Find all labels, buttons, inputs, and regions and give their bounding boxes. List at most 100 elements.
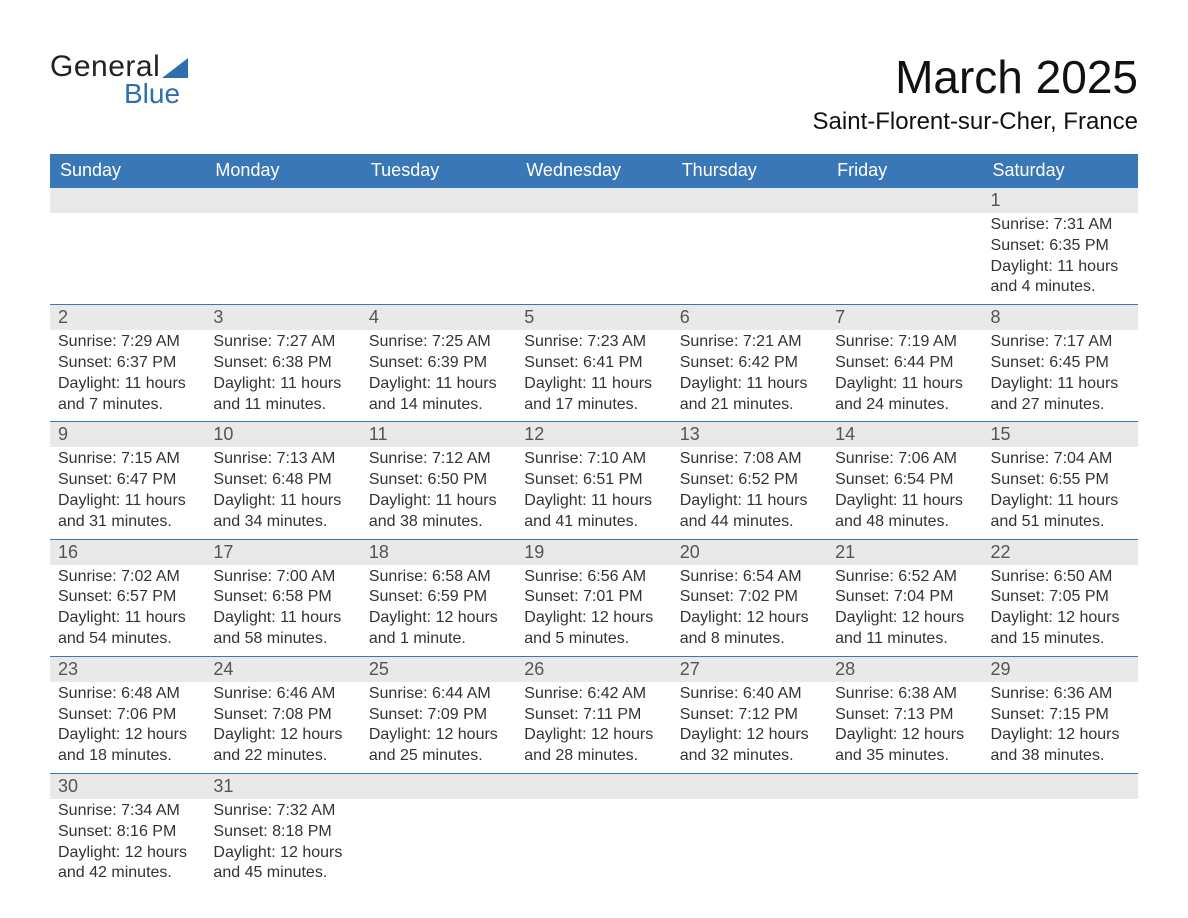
sunrise-line: Sunrise: 7:23 AM — [524, 332, 663, 353]
day-number: 28 — [827, 657, 982, 682]
daylight-line: Daylight: 11 hours and 4 minutes. — [991, 257, 1130, 299]
calendar-cell: 22Sunrise: 6:50 AMSunset: 7:05 PMDayligh… — [983, 539, 1138, 656]
daylight-line: Daylight: 11 hours and 48 minutes. — [835, 491, 974, 533]
weekday-header-row: SundayMondayTuesdayWednesdayThursdayFrid… — [50, 154, 1138, 188]
calendar-cell — [516, 188, 671, 305]
day-number — [205, 188, 360, 213]
calendar-cell: 18Sunrise: 6:58 AMSunset: 6:59 PMDayligh… — [361, 539, 516, 656]
sunset-line: Sunset: 7:02 PM — [680, 587, 819, 608]
day-details: Sunrise: 7:32 AMSunset: 8:18 PMDaylight:… — [205, 799, 360, 890]
calendar-cell: 1Sunrise: 7:31 AMSunset: 6:35 PMDaylight… — [983, 188, 1138, 305]
sunrise-line: Sunrise: 7:04 AM — [991, 449, 1130, 470]
sunset-line: Sunset: 6:50 PM — [369, 470, 508, 491]
calendar-cell: 31Sunrise: 7:32 AMSunset: 8:18 PMDayligh… — [205, 773, 360, 890]
daylight-line: Daylight: 12 hours and 35 minutes. — [835, 725, 974, 767]
calendar-week: 30Sunrise: 7:34 AMSunset: 8:16 PMDayligh… — [50, 773, 1138, 890]
day-details — [827, 799, 982, 869]
daylight-line: Daylight: 11 hours and 58 minutes. — [213, 608, 352, 650]
calendar-cell: 15Sunrise: 7:04 AMSunset: 6:55 PMDayligh… — [983, 422, 1138, 539]
day-details: Sunrise: 7:23 AMSunset: 6:41 PMDaylight:… — [516, 330, 671, 421]
calendar-cell — [672, 773, 827, 890]
daylight-line: Daylight: 12 hours and 25 minutes. — [369, 725, 508, 767]
day-details: Sunrise: 6:58 AMSunset: 6:59 PMDaylight:… — [361, 565, 516, 656]
calendar-week: 16Sunrise: 7:02 AMSunset: 6:57 PMDayligh… — [50, 539, 1138, 656]
day-details: Sunrise: 6:40 AMSunset: 7:12 PMDaylight:… — [672, 682, 827, 773]
day-details: Sunrise: 7:13 AMSunset: 6:48 PMDaylight:… — [205, 447, 360, 538]
sunset-line: Sunset: 7:09 PM — [369, 705, 508, 726]
day-details — [672, 799, 827, 869]
calendar-cell: 7Sunrise: 7:19 AMSunset: 6:44 PMDaylight… — [827, 305, 982, 422]
day-details: Sunrise: 7:25 AMSunset: 6:39 PMDaylight:… — [361, 330, 516, 421]
sunrise-line: Sunrise: 7:06 AM — [835, 449, 974, 470]
sunset-line: Sunset: 7:13 PM — [835, 705, 974, 726]
daylight-line: Daylight: 11 hours and 34 minutes. — [213, 491, 352, 533]
calendar-cell: 23Sunrise: 6:48 AMSunset: 7:06 PMDayligh… — [50, 656, 205, 773]
daylight-line: Daylight: 11 hours and 51 minutes. — [991, 491, 1130, 533]
day-number: 26 — [516, 657, 671, 682]
day-details — [205, 213, 360, 283]
sunset-line: Sunset: 6:54 PM — [835, 470, 974, 491]
calendar-week: 1Sunrise: 7:31 AMSunset: 6:35 PMDaylight… — [50, 188, 1138, 305]
daylight-line: Daylight: 11 hours and 44 minutes. — [680, 491, 819, 533]
daylight-line: Daylight: 11 hours and 31 minutes. — [58, 491, 197, 533]
sunset-line: Sunset: 6:55 PM — [991, 470, 1130, 491]
day-number: 27 — [672, 657, 827, 682]
sunrise-line: Sunrise: 6:56 AM — [524, 567, 663, 588]
sunset-line: Sunset: 6:45 PM — [991, 353, 1130, 374]
sunrise-line: Sunrise: 6:42 AM — [524, 684, 663, 705]
weekday-header: Saturday — [983, 154, 1138, 188]
daylight-line: Daylight: 11 hours and 14 minutes. — [369, 374, 508, 416]
daylight-line: Daylight: 11 hours and 24 minutes. — [835, 374, 974, 416]
day-number: 5 — [516, 305, 671, 330]
sunset-line: Sunset: 7:15 PM — [991, 705, 1130, 726]
day-details: Sunrise: 7:27 AMSunset: 6:38 PMDaylight:… — [205, 330, 360, 421]
calendar-cell: 25Sunrise: 6:44 AMSunset: 7:09 PMDayligh… — [361, 656, 516, 773]
calendar-cell — [516, 773, 671, 890]
calendar-cell: 12Sunrise: 7:10 AMSunset: 6:51 PMDayligh… — [516, 422, 671, 539]
sunrise-line: Sunrise: 7:21 AM — [680, 332, 819, 353]
sunset-line: Sunset: 6:59 PM — [369, 587, 508, 608]
sunrise-line: Sunrise: 7:32 AM — [213, 801, 352, 822]
day-number: 25 — [361, 657, 516, 682]
calendar-cell: 8Sunrise: 7:17 AMSunset: 6:45 PMDaylight… — [983, 305, 1138, 422]
calendar-cell: 17Sunrise: 7:00 AMSunset: 6:58 PMDayligh… — [205, 539, 360, 656]
calendar-cell: 9Sunrise: 7:15 AMSunset: 6:47 PMDaylight… — [50, 422, 205, 539]
day-number: 4 — [361, 305, 516, 330]
daylight-line: Daylight: 11 hours and 38 minutes. — [369, 491, 508, 533]
daylight-line: Daylight: 12 hours and 22 minutes. — [213, 725, 352, 767]
daylight-line: Daylight: 12 hours and 42 minutes. — [58, 843, 197, 885]
day-details: Sunrise: 7:21 AMSunset: 6:42 PMDaylight:… — [672, 330, 827, 421]
day-number: 3 — [205, 305, 360, 330]
day-details: Sunrise: 7:12 AMSunset: 6:50 PMDaylight:… — [361, 447, 516, 538]
daylight-line: Daylight: 11 hours and 17 minutes. — [524, 374, 663, 416]
calendar-cell: 13Sunrise: 7:08 AMSunset: 6:52 PMDayligh… — [672, 422, 827, 539]
day-number — [672, 774, 827, 799]
day-details: Sunrise: 6:46 AMSunset: 7:08 PMDaylight:… — [205, 682, 360, 773]
day-number: 22 — [983, 540, 1138, 565]
calendar-cell: 30Sunrise: 7:34 AMSunset: 8:16 PMDayligh… — [50, 773, 205, 890]
sunset-line: Sunset: 7:12 PM — [680, 705, 819, 726]
daylight-line: Daylight: 11 hours and 54 minutes. — [58, 608, 197, 650]
sunrise-line: Sunrise: 6:44 AM — [369, 684, 508, 705]
daylight-line: Daylight: 12 hours and 1 minute. — [369, 608, 508, 650]
calendar-cell: 28Sunrise: 6:38 AMSunset: 7:13 PMDayligh… — [827, 656, 982, 773]
weekday-header: Tuesday — [361, 154, 516, 188]
weekday-header: Monday — [205, 154, 360, 188]
sunset-line: Sunset: 7:04 PM — [835, 587, 974, 608]
day-details: Sunrise: 6:56 AMSunset: 7:01 PMDaylight:… — [516, 565, 671, 656]
sunrise-line: Sunrise: 7:15 AM — [58, 449, 197, 470]
day-details: Sunrise: 6:52 AMSunset: 7:04 PMDaylight:… — [827, 565, 982, 656]
daylight-line: Daylight: 11 hours and 41 minutes. — [524, 491, 663, 533]
title-block: March 2025 Saint-Florent-sur-Cher, Franc… — [813, 50, 1138, 136]
month-title: March 2025 — [813, 50, 1138, 104]
day-details: Sunrise: 7:08 AMSunset: 6:52 PMDaylight:… — [672, 447, 827, 538]
sunset-line: Sunset: 6:38 PM — [213, 353, 352, 374]
sunset-line: Sunset: 6:47 PM — [58, 470, 197, 491]
calendar-cell — [205, 188, 360, 305]
day-details: Sunrise: 7:02 AMSunset: 6:57 PMDaylight:… — [50, 565, 205, 656]
day-details: Sunrise: 7:17 AMSunset: 6:45 PMDaylight:… — [983, 330, 1138, 421]
day-details: Sunrise: 6:44 AMSunset: 7:09 PMDaylight:… — [361, 682, 516, 773]
calendar-table: SundayMondayTuesdayWednesdayThursdayFrid… — [50, 154, 1138, 890]
sunset-line: Sunset: 7:01 PM — [524, 587, 663, 608]
day-details: Sunrise: 6:42 AMSunset: 7:11 PMDaylight:… — [516, 682, 671, 773]
